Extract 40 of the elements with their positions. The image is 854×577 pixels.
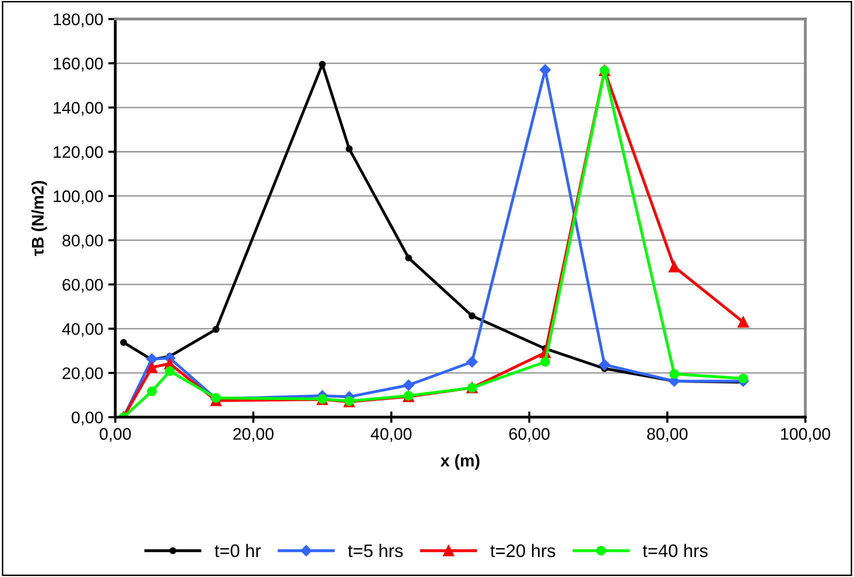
y-axis-title: τB (N/m2) (31, 180, 47, 256)
y-tick-label: 120,00 (54, 146, 103, 160)
x-tick-label: 80,00 (647, 428, 688, 442)
y-tick-label: 20,00 (62, 367, 103, 382)
point (318, 60, 326, 68)
point (402, 379, 414, 391)
point (598, 359, 610, 370)
legend-label: t=40 hrs (642, 544, 708, 558)
point (468, 312, 476, 320)
point (346, 145, 353, 152)
point (146, 353, 158, 365)
x-tick-label: 60,00 (509, 428, 550, 442)
y-tick-label: 80,00 (62, 234, 103, 248)
point (405, 254, 412, 262)
point (147, 386, 157, 396)
point (146, 362, 158, 373)
x-tick-label: 20,00 (233, 428, 274, 442)
legend-label: t=5 hrs (348, 544, 403, 558)
y-tick-label: 60,00 (62, 278, 103, 293)
point (466, 356, 478, 368)
legend-label: t=0 hr (214, 544, 261, 558)
point (669, 369, 680, 379)
x-tick-label: 0,00 (100, 428, 131, 442)
y-tick-label: 40,00 (62, 323, 103, 337)
point (120, 338, 128, 346)
y-tick-label: 100,00 (54, 190, 103, 204)
y-tick-label: 180,00 (54, 13, 103, 28)
legend-label: t=20 hrs (490, 544, 556, 558)
point (738, 316, 749, 328)
point (540, 357, 550, 367)
point (668, 261, 680, 272)
x-tick-label: 100,00 (781, 428, 830, 442)
point (164, 366, 175, 376)
x-tick-label: 40,00 (370, 428, 412, 442)
y-tick-label: 160,00 (54, 58, 103, 72)
point (738, 374, 748, 384)
y-tick-label: 0,00 (72, 412, 103, 426)
y-tick-label: 140,00 (54, 102, 103, 116)
x-axis-title: x (m) (440, 454, 480, 470)
point (212, 326, 220, 333)
